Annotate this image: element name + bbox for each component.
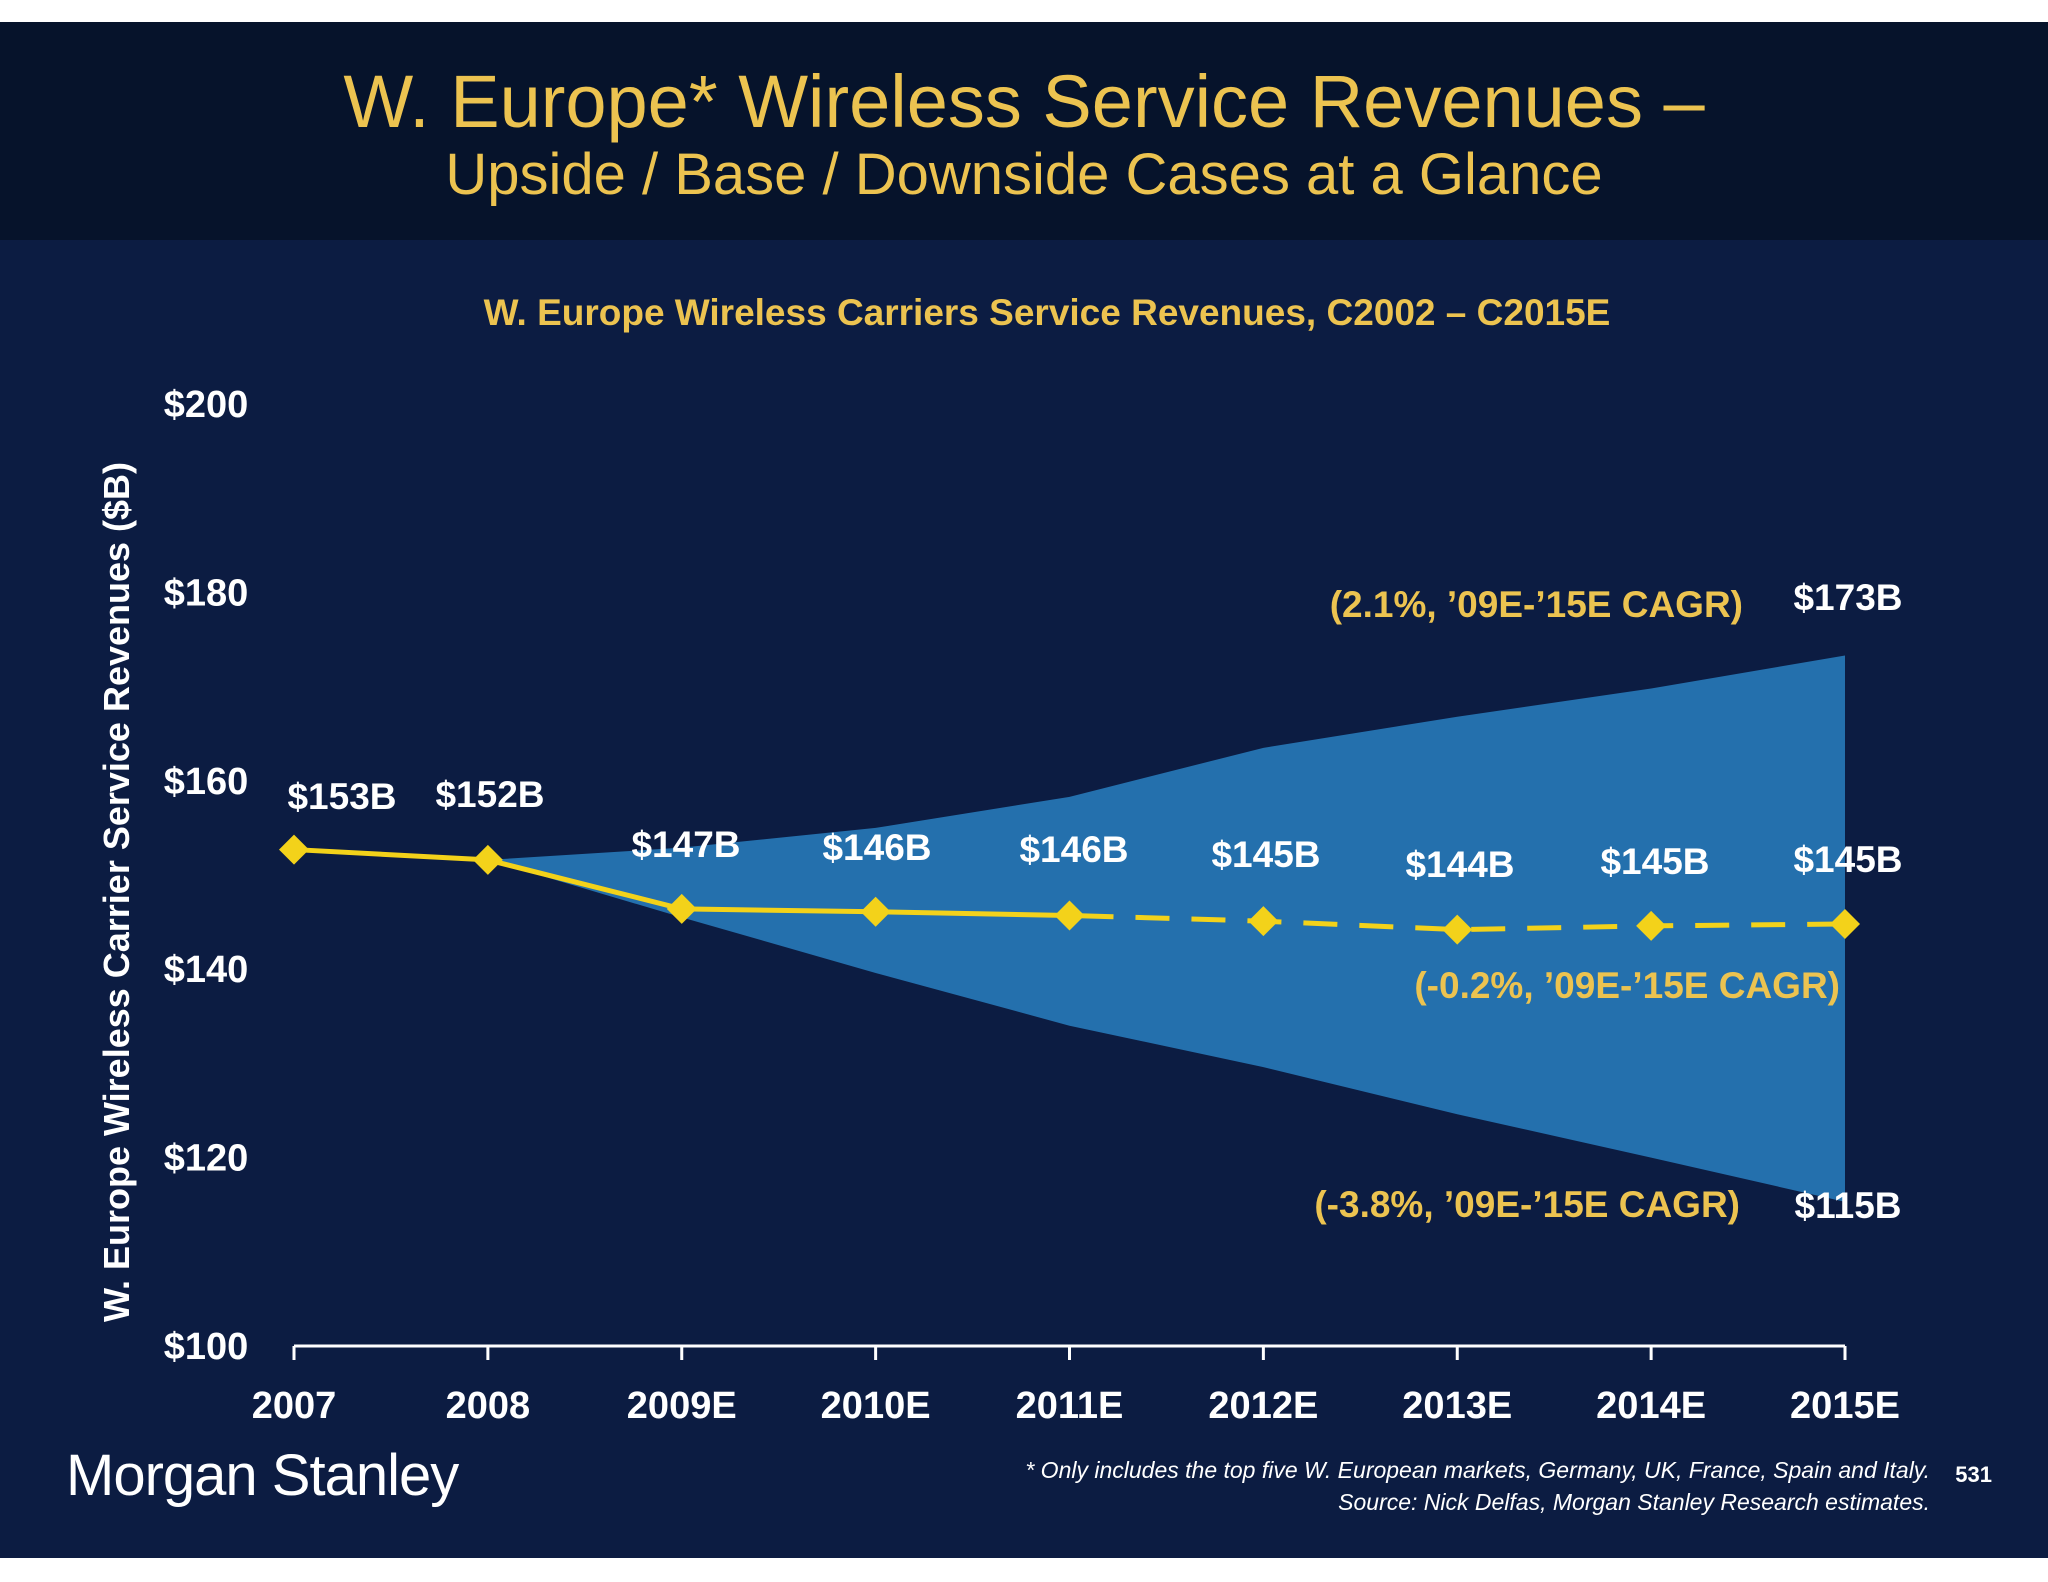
base-case-dashed-line <box>1069 913 1846 933</box>
x-tick-label: 2010E <box>821 1385 931 1427</box>
slide: W. Europe* Wireless Service Revenues – U… <box>0 22 2048 1558</box>
x-tick-label: 2008 <box>446 1385 531 1427</box>
morgan-stanley-logo: Morgan Stanley <box>66 1443 459 1508</box>
slide-subtitle: Upside / Base / Downside Cases at a Glan… <box>445 142 1603 207</box>
y-tick-label: $140 <box>164 949 249 991</box>
upside-downside-range-area <box>487 655 1845 1202</box>
slide-title: W. Europe* Wireless Service Revenues – <box>343 60 1705 143</box>
downside-end-label: $115B <box>1795 1185 1902 1226</box>
base-case-data-label: $153B <box>287 776 396 817</box>
base-case-data-label: $146B <box>822 827 931 868</box>
chart-title: W. Europe Wireless Carriers Service Reve… <box>484 292 1611 333</box>
y-tick-label: $180 <box>164 572 249 614</box>
base-case-data-label: $145B <box>1211 834 1320 875</box>
footnote-text: * Only includes the top five W. European… <box>1025 1457 1930 1483</box>
base-case-diamond-marker <box>1442 914 1473 945</box>
upside-end-label: $173B <box>1793 577 1902 618</box>
y-tick-label: $100 <box>164 1326 249 1368</box>
x-tick-label: 2009E <box>627 1385 737 1427</box>
x-tick-label: 2011E <box>1016 1385 1124 1427</box>
x-tick-label: 2015E <box>1790 1385 1900 1427</box>
footnote-block: * Only includes the top five W. European… <box>1025 1454 1930 1518</box>
y-tick-label: $200 <box>164 384 249 426</box>
header-band <box>0 22 2048 240</box>
page-number: 531 <box>1955 1462 1992 1487</box>
y-tick-label: $160 <box>164 761 249 803</box>
x-tick-label: 2013E <box>1402 1385 1512 1427</box>
base-case-diamond-marker <box>1248 906 1279 937</box>
x-tick-label: 2014E <box>1596 1385 1706 1427</box>
y-axis-label: W. Europe Wireless Carrier Service Reven… <box>96 462 137 1322</box>
base-case-diamond-marker <box>1830 908 1860 939</box>
chart: W. Europe Wireless Carriers Service Reve… <box>96 292 1903 1427</box>
base-case-data-label: $145B <box>1600 841 1709 882</box>
downside-cagr-annotation: (-3.8%, ’09E-’15E CAGR) <box>1314 1184 1740 1225</box>
base-case-diamond-marker <box>279 834 309 865</box>
y-tick-label: $120 <box>164 1138 249 1180</box>
base-case-data-label: $144B <box>1405 844 1514 885</box>
x-tick-label: 2007 <box>252 1385 337 1427</box>
base-case-diamond-marker <box>860 896 891 927</box>
x-tick-label: 2012E <box>1208 1385 1318 1427</box>
base-case-diamond-marker <box>472 844 503 875</box>
base-case-diamond-marker <box>666 893 697 924</box>
base-case-diamond-marker <box>1636 910 1667 941</box>
base-case-data-label: $152B <box>435 774 544 815</box>
upside-cagr-annotation: (2.1%, ’09E-’15E CAGR) <box>1330 584 1743 625</box>
base-case-data-label: $146B <box>1019 829 1128 870</box>
base-cagr-annotation: (-0.2%, ’09E-’15E CAGR) <box>1414 965 1840 1006</box>
source-text: Source: Nick Delfas, Morgan Stanley Rese… <box>1338 1489 1930 1515</box>
base-case-diamond-marker <box>1054 900 1085 931</box>
base-case-data-label: $147B <box>631 824 740 865</box>
base-case-data-label: $145B <box>1793 839 1902 880</box>
